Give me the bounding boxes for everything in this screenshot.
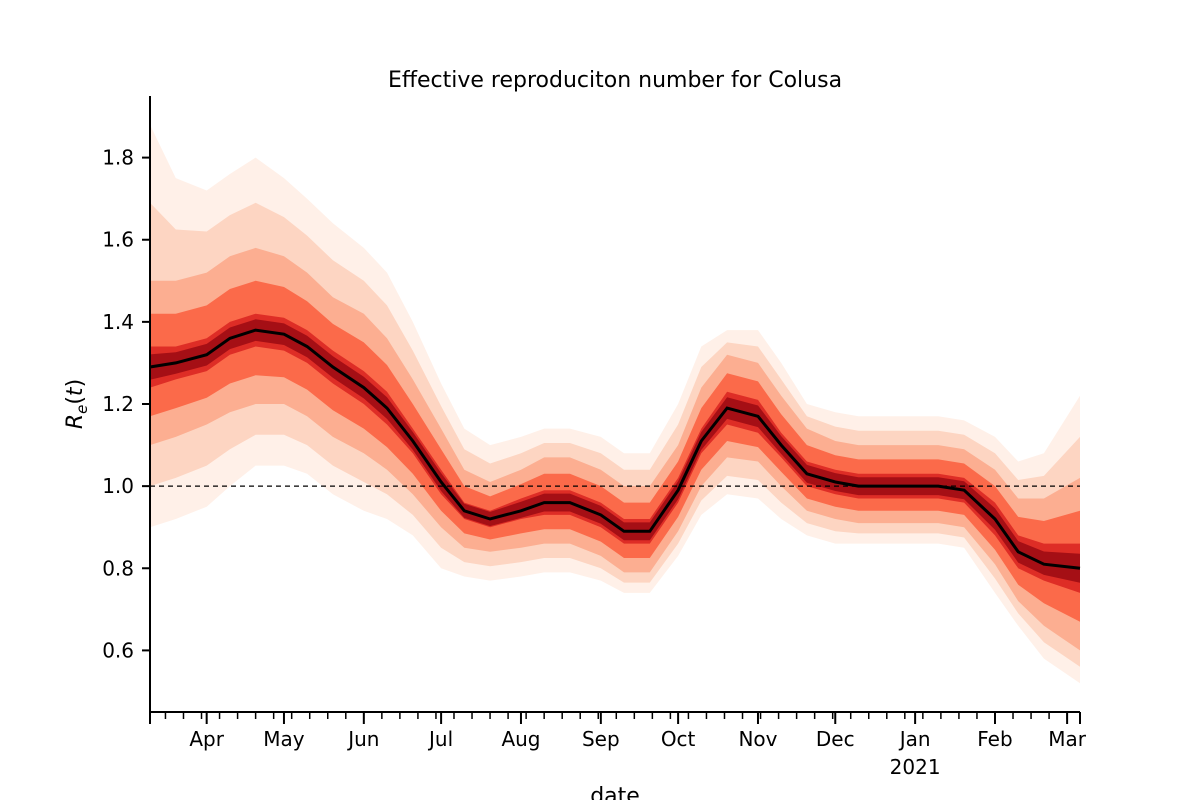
band-2 bbox=[150, 202, 1080, 667]
x-tick-label: Aug bbox=[501, 727, 540, 751]
x-tick-label: Oct bbox=[661, 727, 696, 751]
y-tick-label: 1.0 bbox=[102, 474, 134, 498]
y-tick-label: 1.8 bbox=[102, 146, 134, 170]
y-tick-label: 1.4 bbox=[102, 310, 134, 334]
chart-title: Effective reproduciton number for Colusa bbox=[388, 68, 842, 93]
x-tick-label: Dec bbox=[816, 727, 855, 751]
x-tick-label: Apr bbox=[189, 727, 224, 751]
y-tick-label: 0.8 bbox=[102, 556, 134, 580]
y-ticks: 0.6 0.8 1.0 1.2 1.4 1.6 1.8 bbox=[102, 146, 150, 662]
median-line bbox=[149, 328, 1081, 570]
x-tick-label: Feb bbox=[977, 727, 1012, 751]
band-3 bbox=[150, 247, 1080, 651]
y-tick-label: 1.6 bbox=[102, 228, 134, 252]
y-tick-label: 0.6 bbox=[102, 638, 134, 662]
x-tick-label: Jan bbox=[898, 727, 931, 751]
x-tick-label: Sep bbox=[582, 727, 620, 751]
y-tick-label: 1.2 bbox=[102, 392, 134, 416]
x-tick-sublabel: 2021 bbox=[890, 755, 941, 779]
x-tick-label: May bbox=[263, 727, 305, 751]
band-4 bbox=[150, 280, 1080, 622]
y-axis-label: Re(t) bbox=[63, 379, 91, 429]
x-tick-label: Nov bbox=[738, 727, 777, 751]
band-6 bbox=[150, 319, 1080, 583]
uncertainty-bands bbox=[150, 124, 1080, 684]
x-ticks: Apr May Jun Jul Aug Sep Oct Nov Dec Jan 2021 Feb Mar bbox=[149, 712, 1087, 779]
x-tick-label: Jun bbox=[346, 727, 379, 751]
x-tick-label: Jul bbox=[427, 727, 453, 751]
x-tick-label: Mar bbox=[1048, 727, 1087, 751]
x-axis-label: date bbox=[590, 784, 640, 800]
